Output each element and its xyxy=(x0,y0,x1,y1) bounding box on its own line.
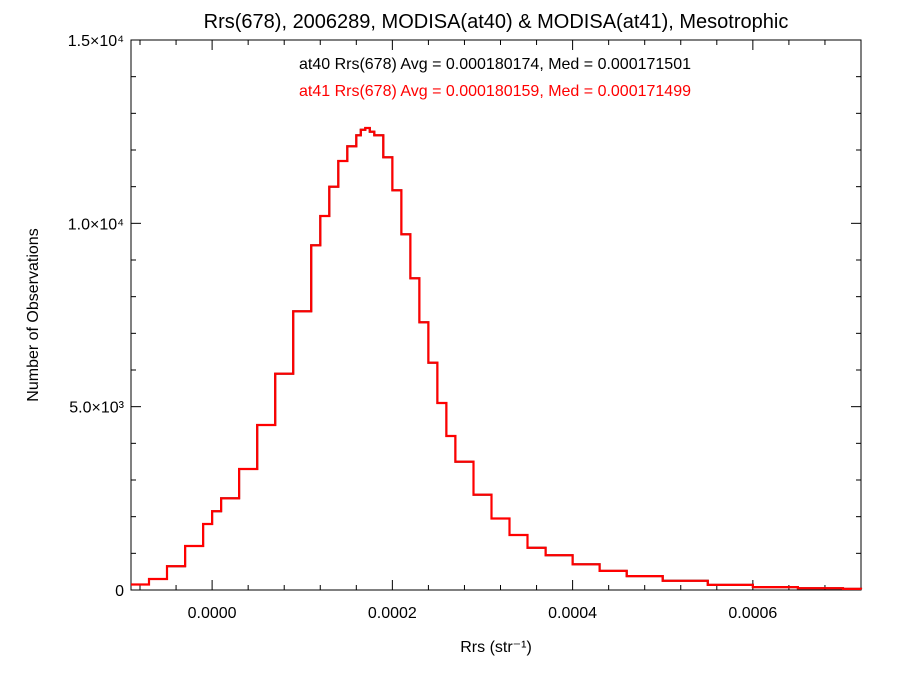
x-axis-label: Rrs (str⁻¹) xyxy=(460,639,532,656)
series-at41-line xyxy=(131,126,863,590)
y-tick-label: 1.5×10⁴ xyxy=(68,33,124,50)
axis-ticks xyxy=(131,39,862,591)
x-tick-label: 0.0006 xyxy=(728,605,777,622)
series-group xyxy=(131,126,863,590)
y-tick-label: 1.0×10⁴ xyxy=(68,216,124,233)
annotation-at40: at40 Rrs(678) Avg = 0.000180174, Med = 0… xyxy=(299,56,691,73)
annotation-at41: at41 Rrs(678) Avg = 0.000180159, Med = 0… xyxy=(299,83,691,100)
plot-frame xyxy=(130,39,862,591)
chart-title: Rrs(678), 2006289, MODISA(at40) & MODISA… xyxy=(204,11,789,33)
y-tick-label: 0 xyxy=(115,583,124,600)
x-tick-label: 0.0002 xyxy=(368,605,417,622)
tick-labels: 0.0000 0.0002 0.0004 0.0006 0 5.0×10³ 1.0×10⁴ 1… xyxy=(68,33,778,622)
series-at40-line xyxy=(131,127,862,590)
x-tick-label: 0.0004 xyxy=(548,605,597,622)
x-tick-label: 0.0000 xyxy=(188,605,237,622)
y-axis-label: Number of Observations xyxy=(25,228,42,401)
y-tick-label: 5.0×10³ xyxy=(69,400,124,417)
